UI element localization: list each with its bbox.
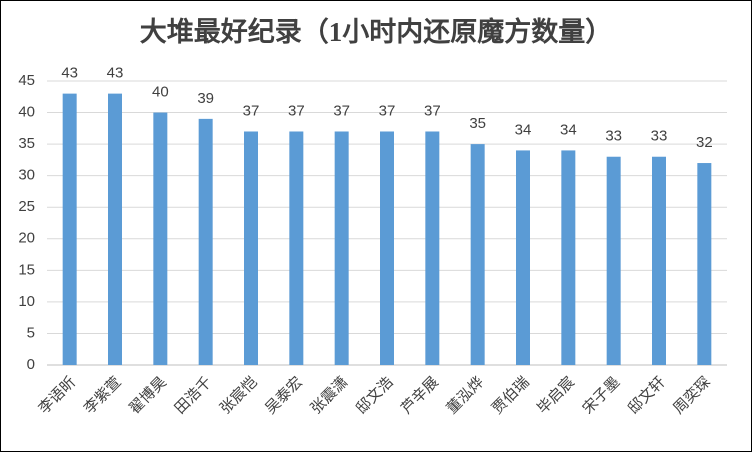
bar [153, 112, 168, 365]
y-tick-label: 5 [27, 324, 35, 341]
bar [108, 93, 122, 365]
bar [652, 156, 666, 365]
data-label: 39 [197, 90, 214, 107]
bar [380, 131, 394, 365]
data-label: 37 [333, 102, 350, 119]
data-label: 37 [288, 102, 305, 119]
bar [697, 163, 712, 365]
data-label: 33 [651, 128, 668, 145]
y-tick-label: 15 [18, 261, 35, 278]
y-tick-label: 30 [18, 167, 35, 184]
y-tick-label: 10 [18, 293, 35, 310]
data-label: 35 [469, 115, 486, 132]
data-label: 37 [379, 102, 396, 119]
chart-title: 大堆最好纪录（1小时内还原魔方数量） [140, 16, 613, 47]
data-label: 43 [107, 65, 124, 82]
y-tick-label: 40 [18, 104, 35, 121]
data-label: 37 [424, 102, 441, 119]
data-label: 34 [560, 121, 577, 138]
bar [470, 144, 485, 365]
bar [334, 131, 349, 365]
data-label: 32 [696, 134, 713, 151]
y-tick-label: 20 [18, 230, 35, 247]
bar [62, 93, 77, 365]
bar [516, 150, 530, 365]
bar [606, 156, 621, 365]
y-tick-label: 0 [27, 356, 35, 373]
y-tick-label: 45 [18, 72, 35, 89]
data-label: 43 [61, 65, 78, 82]
data-label: 33 [605, 128, 622, 145]
y-tick-label: 35 [18, 135, 35, 152]
bar [198, 118, 213, 365]
data-label: 37 [243, 102, 260, 119]
bar [425, 131, 440, 365]
data-label: 34 [515, 121, 532, 138]
y-tick-label: 25 [18, 198, 35, 215]
bar [244, 131, 258, 365]
data-label: 40 [152, 84, 169, 101]
bar [561, 150, 576, 365]
bar [289, 131, 304, 365]
